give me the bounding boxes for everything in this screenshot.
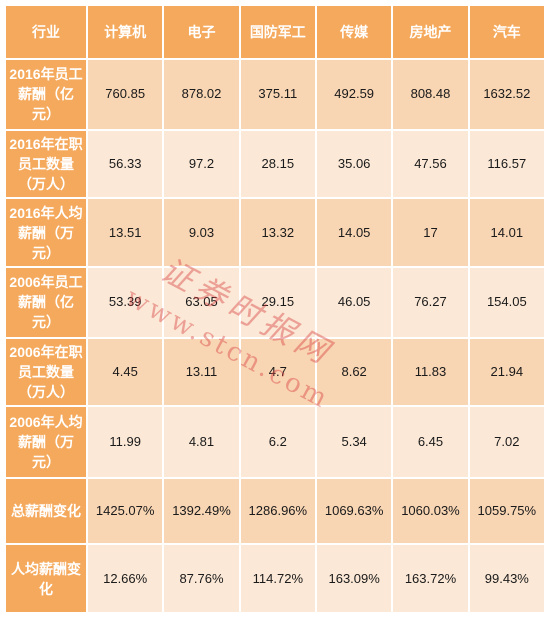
table-cell: 47.56	[393, 130, 468, 198]
table-cell: 116.57	[469, 130, 544, 198]
table-row: 人均薪酬变化 12.66% 87.76% 114.72% 163.09% 163…	[6, 545, 544, 612]
table-cell: 4.7	[240, 338, 315, 406]
table-cell: 99.43%	[469, 545, 544, 612]
table-cell: 56.33	[88, 130, 163, 198]
header-cell-industry: 行业	[6, 6, 86, 58]
table-cell: 63.05	[164, 267, 239, 337]
table-cell: 6.45	[393, 407, 468, 477]
table-cell: 29.15	[240, 267, 315, 337]
row-label: 2016年员工薪酬（亿元）	[6, 60, 86, 129]
table-cell: 4.45	[88, 338, 163, 406]
table-cell: 21.94	[469, 338, 544, 406]
table-cell: 1069.63%	[316, 478, 392, 544]
table-cell: 1060.03%	[393, 478, 468, 544]
header-cell-defense: 国防军工	[240, 6, 315, 58]
table-cell: 1392.49%	[164, 478, 239, 544]
table-cell: 760.85	[88, 60, 163, 129]
table-cell: 375.11	[240, 60, 315, 129]
table-cell: 163.09%	[316, 545, 392, 612]
table-cell: 53.39	[88, 267, 163, 337]
table-cell: 9.03	[164, 199, 239, 266]
table-cell: 14.05	[316, 199, 392, 266]
row-label: 2006年在职员工数量（万人）	[6, 338, 86, 406]
table-cell: 8.62	[316, 338, 392, 406]
table-cell: 76.27	[393, 267, 468, 337]
table-cell: 97.2	[164, 130, 239, 198]
row-label: 总薪酬变化	[6, 478, 86, 544]
table-cell: 1632.52	[469, 60, 544, 129]
table-cell: 12.66%	[88, 545, 163, 612]
row-label: 人均薪酬变化	[6, 545, 86, 612]
row-label: 2016年人均薪酬（万元）	[6, 199, 86, 266]
table-cell: 13.51	[88, 199, 163, 266]
table-cell: 154.05	[469, 267, 544, 337]
row-label: 2006年人均薪酬（万元）	[6, 407, 86, 477]
header-cell-computer: 计算机	[88, 6, 163, 58]
table-row: 2016年员工薪酬（亿元） 760.85 878.02 375.11 492.5…	[6, 60, 544, 129]
table-cell: 7.02	[469, 407, 544, 477]
header-cell-electronics: 电子	[164, 6, 239, 58]
table-cell: 163.72%	[393, 545, 468, 612]
table-row: 2016年人均薪酬（万元） 13.51 9.03 13.32 14.05 17 …	[6, 199, 544, 266]
table-row: 2006年在职员工数量（万人） 4.45 13.11 4.7 8.62 11.8…	[6, 338, 544, 406]
salary-comparison-table: 行业 计算机 电子 国防军工 传媒 房地产 汽车 2016年员工薪酬（亿元） 7…	[4, 4, 546, 614]
header-cell-real-estate: 房地产	[393, 6, 468, 58]
table-cell: 46.05	[316, 267, 392, 337]
table-cell: 11.99	[88, 407, 163, 477]
table-cell: 17	[393, 199, 468, 266]
table-row: 2016年在职员工数量（万人） 56.33 97.2 28.15 35.06 4…	[6, 130, 544, 198]
table-cell: 114.72%	[240, 545, 315, 612]
header-cell-auto: 汽车	[469, 6, 544, 58]
table-cell: 878.02	[164, 60, 239, 129]
table-cell: 28.15	[240, 130, 315, 198]
row-label: 2016年在职员工数量（万人）	[6, 130, 86, 198]
table-cell: 5.34	[316, 407, 392, 477]
table-cell: 1286.96%	[240, 478, 315, 544]
table-cell: 6.2	[240, 407, 315, 477]
table-cell: 13.32	[240, 199, 315, 266]
table-cell: 14.01	[469, 199, 544, 266]
table-row: 2006年员工薪酬（亿元） 53.39 63.05 29.15 46.05 76…	[6, 267, 544, 337]
table-cell: 492.59	[316, 60, 392, 129]
table-cell: 11.83	[393, 338, 468, 406]
table-cell: 4.81	[164, 407, 239, 477]
row-label: 2006年员工薪酬（亿元）	[6, 267, 86, 337]
table-row: 2006年人均薪酬（万元） 11.99 4.81 6.2 5.34 6.45 7…	[6, 407, 544, 477]
table-cell: 1425.07%	[88, 478, 163, 544]
table-cell: 35.06	[316, 130, 392, 198]
header-cell-media: 传媒	[316, 6, 392, 58]
table-cell: 13.11	[164, 338, 239, 406]
table-cell: 808.48	[393, 60, 468, 129]
header-row: 行业 计算机 电子 国防军工 传媒 房地产 汽车	[6, 6, 544, 58]
table-row: 总薪酬变化 1425.07% 1392.49% 1286.96% 1069.63…	[6, 478, 544, 544]
table-cell: 87.76%	[164, 545, 239, 612]
table-cell: 1059.75%	[469, 478, 544, 544]
